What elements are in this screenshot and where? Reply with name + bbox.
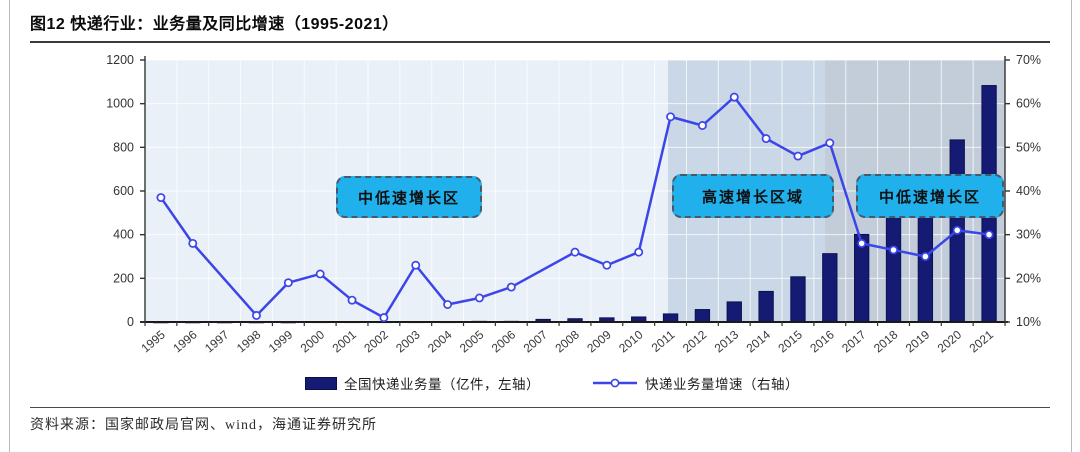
- right-axis-tick-label: 70%: [1016, 53, 1041, 67]
- growth-marker-2019: [920, 252, 930, 261]
- legend-bar-label: 全国快递业务量（亿件，左轴）: [344, 377, 540, 392]
- x-axis-year-label: 2018: [871, 327, 901, 355]
- page-left-border: [9, 0, 10, 452]
- right-axis-tick-label: 20%: [1016, 271, 1041, 285]
- page-right-border: [1071, 0, 1072, 452]
- growth-marker-2010: [634, 247, 644, 257]
- growth-marker-2002: [379, 313, 389, 323]
- x-axis-year-label: 2004: [425, 327, 455, 355]
- x-axis-year-label: 1999: [266, 327, 296, 355]
- right-axis-tick-label: 60%: [1016, 97, 1041, 111]
- line-series-swatch: [593, 378, 637, 388]
- left-axis-tick-label: 0: [127, 315, 134, 329]
- x-axis-year-label: 2014: [744, 327, 774, 355]
- x-axis-year-label: 2009: [584, 327, 614, 355]
- left-axis-tick-label: 1200: [106, 53, 134, 67]
- annotation-label: 中低速增长区: [878, 189, 981, 206]
- bar-2015: [790, 276, 806, 323]
- annotation-low-growth-zone-2: 中低速增长区: [856, 174, 1004, 218]
- growth-marker-2008: [570, 247, 580, 257]
- growth-marker-1996: [188, 238, 198, 248]
- growth-marker-2004: [443, 300, 453, 309]
- x-axis-year-label: 1997: [202, 327, 232, 355]
- left-axis-tick-label: 600: [113, 184, 134, 198]
- x-axis-year-label: 2019: [903, 327, 933, 355]
- left-axis-tick-label: 400: [113, 228, 134, 242]
- left-axis-tick-label: 800: [113, 140, 134, 154]
- annotation-label: 中低速增长区: [357, 190, 460, 207]
- bar-2014: [758, 290, 774, 323]
- growth-marker-2020: [952, 225, 962, 235]
- growth-marker-2012: [697, 121, 707, 130]
- growth-marker-2021: [984, 230, 994, 240]
- x-axis-year-label: 2021: [967, 327, 997, 355]
- right-axis-tick-label: 50%: [1016, 140, 1041, 154]
- annotation-label: 高速增长区域: [701, 189, 804, 206]
- x-axis-year-label: 2020: [935, 327, 965, 355]
- chart-title: 图12 快递行业：业务量及同比增速（1995-2021）: [30, 16, 399, 33]
- growth-marker-2014: [761, 134, 771, 144]
- right-axis-tick-label: 40%: [1016, 184, 1041, 198]
- x-axis-year-label: 2003: [393, 327, 423, 355]
- growth-marker-2016: [825, 138, 835, 148]
- x-axis-year-label: 1998: [234, 327, 264, 355]
- x-axis-year-label: 2012: [680, 327, 710, 355]
- x-axis-year-label: 2005: [457, 327, 487, 355]
- legend-item-volume: 全国快递业务量（亿件，左轴）: [305, 373, 540, 393]
- x-axis-year-label: 1996: [170, 327, 200, 355]
- growth-marker-2003: [411, 260, 421, 270]
- annotation-low-growth-zone-1: 中低速增长区: [336, 176, 482, 218]
- right-axis-tick-label: 30%: [1016, 228, 1041, 242]
- x-axis-year-label: 1995: [138, 327, 168, 355]
- growth-marker-1995: [156, 193, 166, 202]
- growth-marker-2017: [857, 238, 867, 248]
- annotation-high-growth-zone: 高速增长区域: [672, 174, 834, 218]
- x-axis-year-label: 2008: [552, 327, 582, 355]
- left-axis-tick-label: 1000: [106, 97, 134, 111]
- growth-marker-2009: [602, 260, 612, 270]
- growth-marker-1999: [283, 278, 293, 288]
- title-divider: [30, 41, 1050, 43]
- footer-divider: [30, 407, 1050, 408]
- x-axis-year-label: 2013: [712, 327, 742, 355]
- x-axis-year-label: 2006: [489, 327, 519, 355]
- growth-marker-2011: [666, 112, 676, 122]
- bar-2011: [662, 313, 679, 323]
- bar-2013: [726, 301, 742, 323]
- bar-series-swatch: [305, 376, 337, 390]
- legend-item-growth: 快递业务量增速（右轴）: [592, 373, 799, 393]
- growth-marker-2006: [506, 282, 516, 292]
- x-axis-year-label: 2017: [839, 327, 869, 355]
- x-axis-year-label: 2016: [807, 327, 837, 355]
- x-axis-year-label: 2007: [521, 327, 551, 355]
- growth-marker-2000: [315, 269, 325, 279]
- growth-marker-2013: [729, 92, 739, 102]
- bar-2012: [694, 309, 711, 323]
- growth-marker-2015: [793, 151, 803, 161]
- growth-marker-2005: [474, 293, 484, 303]
- x-axis-year-label: 2002: [361, 327, 391, 355]
- x-axis-year-label: 2000: [298, 327, 328, 355]
- right-axis-tick-label: 10%: [1016, 315, 1041, 329]
- x-axis-year-label: 2011: [649, 327, 678, 355]
- growth-marker-2001: [347, 295, 357, 305]
- left-axis-tick-label: 200: [113, 271, 134, 285]
- source-attribution: 资料来源：国家邮政局官网、wind，海通证券研究所: [30, 418, 377, 433]
- growth-marker-2018: [889, 245, 898, 255]
- bar-2016: [822, 253, 838, 323]
- x-axis-year-label: 2010: [616, 327, 646, 355]
- growth-marker-1998: [252, 311, 261, 320]
- x-axis-year-label: 2001: [330, 327, 360, 355]
- bar-2018: [885, 210, 902, 323]
- chart-legend: 全国快递业务量（亿件，左轴） 快递业务量增速（右轴）: [305, 372, 799, 394]
- legend-line-label: 快递业务量增速（右轴）: [645, 377, 799, 392]
- x-axis-year-label: 2015: [775, 327, 805, 355]
